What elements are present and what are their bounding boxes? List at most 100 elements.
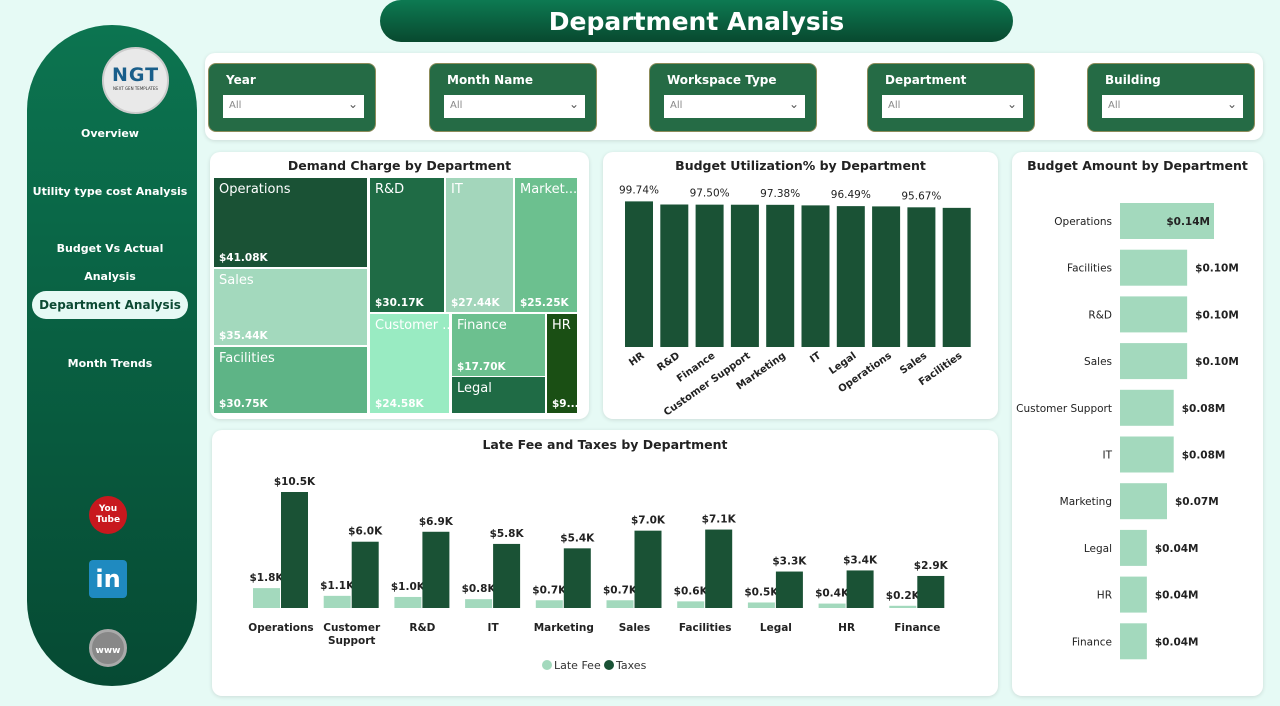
data-label: $0.08M	[1182, 403, 1226, 415]
filter-workspace-type: Workspace Type All ⌄	[649, 63, 817, 132]
nav-budget-vs-actual-analysis[interactable]: Budget Vs Actual Analysis	[56, 242, 164, 283]
filter-dropdown[interactable]: All ⌄	[1102, 95, 1243, 118]
treemap-tile[interactable]: R&D $30.17K	[370, 178, 444, 312]
treemap-tile[interactable]: Sales $35.44K	[214, 269, 367, 345]
treemap-tile[interactable]: IT $27.44K	[446, 178, 513, 312]
x-tick-label: IT	[808, 350, 823, 365]
bar	[766, 204, 795, 347]
tile-value: $25.25K	[520, 297, 569, 309]
nav-month-trends[interactable]: Month Trends	[67, 357, 153, 370]
nav-utility-type-cost-analysis[interactable]: Utility type cost Analysis	[32, 185, 188, 198]
data-label: $0.5K	[744, 586, 779, 598]
youtube-icon[interactable]: You Tube	[89, 496, 127, 534]
nav-overview[interactable]: Overview	[81, 127, 139, 140]
filter-dropdown[interactable]: All ⌄	[664, 95, 805, 118]
tile-value: $27.44K	[451, 297, 500, 309]
bar	[1120, 296, 1188, 333]
bar-taxes	[422, 531, 450, 608]
data-label: $0.07M	[1175, 496, 1219, 508]
x-tick-label: HR	[838, 622, 855, 634]
bar-taxes	[281, 492, 308, 608]
filter-label: Year	[226, 73, 256, 87]
tile-label: IT	[451, 182, 463, 197]
bar-taxes	[917, 575, 945, 608]
tile-label: Sales	[219, 273, 254, 288]
tile-value: $35.44K	[219, 330, 268, 342]
filter-label: Month Name	[447, 73, 533, 87]
treemap-tile[interactable]: Operations $41.08K	[214, 178, 367, 267]
bar	[730, 204, 759, 347]
tile-label: Facilities	[219, 351, 275, 366]
data-label: $6.9K	[419, 516, 454, 528]
filter-label: Department	[885, 73, 967, 87]
bar	[695, 204, 724, 347]
bar-taxes	[563, 548, 591, 608]
tile-label: Legal	[457, 381, 492, 396]
bar-taxes	[634, 530, 662, 608]
data-label: $0.10M	[1195, 309, 1239, 321]
filter-dropdown[interactable]: All ⌄	[223, 95, 364, 118]
tile-label: Customer ...	[375, 318, 449, 333]
filter-value: All	[888, 100, 901, 111]
bar	[1120, 623, 1147, 660]
data-label: $0.10M	[1195, 356, 1239, 368]
globe-www-icon[interactable]: www	[89, 629, 127, 667]
bar-taxes	[493, 543, 521, 608]
bar	[625, 201, 653, 347]
data-label: 99.74%	[619, 184, 659, 196]
x-tick-label: Support	[328, 635, 375, 647]
budget-utilization-card: Budget Utilization% by Department 99.74%…	[603, 152, 998, 419]
tile-value: $30.75K	[219, 398, 268, 410]
filter-label: Workspace Type	[667, 73, 777, 87]
data-label: $10.5K	[274, 476, 316, 488]
treemap-tile[interactable]: Legal	[452, 377, 545, 413]
budget-amount-card: Budget Amount by Department Operations $0…	[1012, 152, 1263, 696]
bar	[1120, 249, 1188, 286]
treemap-tile[interactable]: Market... $25.25K	[515, 178, 577, 312]
chevron-down-icon: ⌄	[1226, 97, 1237, 111]
chevron-down-icon: ⌄	[568, 97, 579, 111]
data-label: $0.04M	[1155, 543, 1199, 555]
data-label: 97.38%	[760, 188, 800, 200]
chart-title: Budget Amount by Department	[1027, 158, 1248, 173]
filter-value: All	[229, 100, 242, 111]
data-label: $0.08M	[1182, 450, 1226, 462]
data-label: $0.6K	[674, 585, 709, 597]
logo-text: NGT	[111, 64, 160, 86]
late-fee-taxes-chart: $1.8K$10.5KOperations$1.1K$6.0KCustomerS…	[248, 476, 949, 672]
linkedin-icon[interactable]: in	[89, 560, 127, 598]
bar	[942, 207, 971, 347]
bar-late-fee	[747, 602, 775, 608]
filter-dropdown[interactable]: All ⌄	[444, 95, 585, 118]
bar-late-fee	[465, 599, 493, 608]
filter-value: All	[670, 100, 683, 111]
data-label: 96.49%	[831, 189, 871, 201]
y-tick-label: Marketing	[1060, 496, 1112, 508]
bar-taxes	[351, 541, 379, 608]
treemap-tile[interactable]: Finance $17.70K	[452, 314, 545, 376]
treemap-tile[interactable]: Facilities $30.75K	[214, 347, 367, 413]
bar-late-fee	[394, 596, 422, 608]
data-label: $0.4K	[815, 588, 850, 600]
data-label: $2.9K	[914, 560, 949, 572]
nav-department-analysis[interactable]: Department Analysis	[32, 291, 188, 319]
filter-dropdown[interactable]: All ⌄	[882, 95, 1023, 118]
bar	[1120, 483, 1167, 520]
bar	[1120, 436, 1174, 473]
tile-label: HR	[552, 318, 571, 333]
data-label: $0.8K	[462, 583, 497, 595]
bar-late-fee	[677, 601, 705, 608]
late-fee-taxes-card: Late Fee and Taxes by Department $1.8K $1…	[212, 430, 998, 696]
x-tick-label: Sales	[619, 622, 651, 634]
treemap-tile[interactable]: HR $9....	[547, 314, 577, 413]
chart-title: Budget Utilization% by Department	[675, 158, 926, 173]
treemap-tile[interactable]: Customer ... $24.58K	[370, 314, 449, 413]
bar-taxes	[775, 571, 803, 608]
bar-late-fee	[323, 595, 351, 608]
x-tick-label: Operations	[248, 622, 313, 634]
logo-subtext: NEXT GEN TEMPLATES	[113, 86, 158, 91]
bar-late-fee	[535, 600, 563, 608]
data-label: $5.4K	[560, 532, 595, 544]
data-label: $1.8K	[249, 572, 284, 584]
filter-label: Building	[1105, 73, 1161, 87]
